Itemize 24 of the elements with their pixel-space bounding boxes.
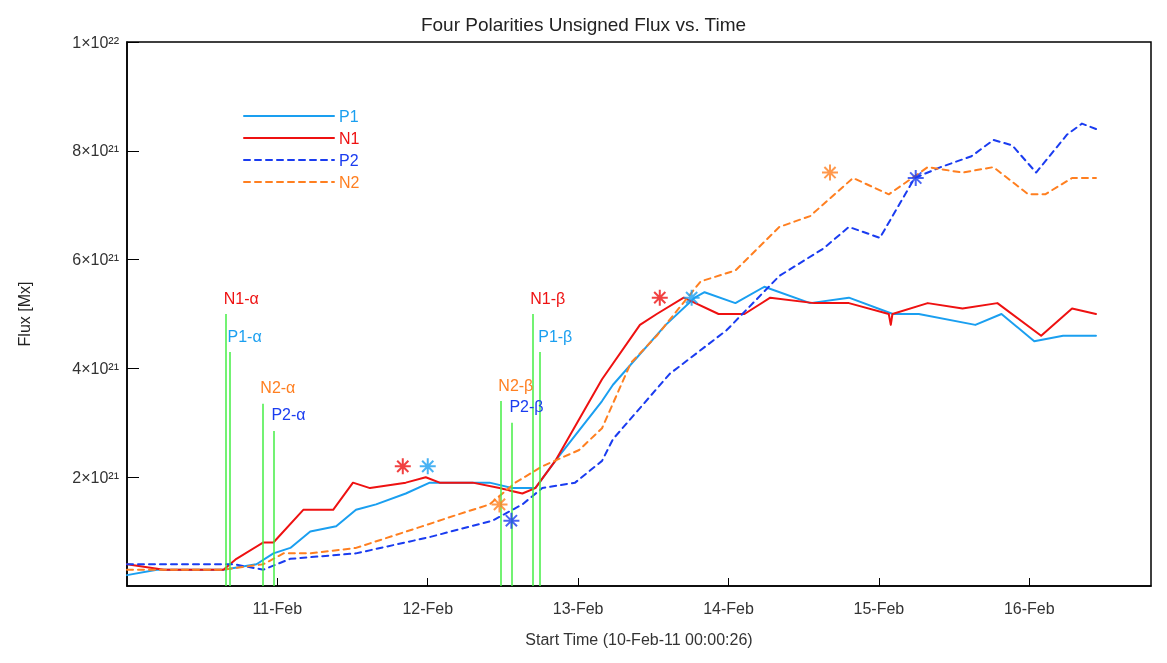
ref-line-label: N1-α bbox=[223, 289, 259, 307]
y-tick-label: 6×10²¹ bbox=[72, 251, 119, 269]
y-tick-label: 4×10²¹ bbox=[72, 359, 119, 377]
x-tick-label: 11-Feb bbox=[252, 599, 303, 617]
y-tick-label: 2×10²¹ bbox=[72, 468, 119, 486]
y-tick-label: 1×10²² bbox=[72, 33, 120, 51]
x-axis-title: Start Time (10-Feb-11 00:00:26) bbox=[525, 630, 753, 648]
chart-title: Four Polarities Unsigned Flux vs. Time bbox=[420, 14, 747, 35]
ref-line-label: N1-β bbox=[530, 289, 566, 307]
text: P2 bbox=[339, 151, 359, 169]
ref-line-label: P1-α bbox=[227, 327, 262, 345]
y-axis-title: Flux [Mx] bbox=[15, 281, 33, 347]
ref-line-label: P2-α bbox=[271, 406, 306, 424]
y-tick-label: 8×10²¹ bbox=[72, 142, 119, 160]
ref-line-label: P1-β bbox=[538, 327, 573, 345]
ref-line-label: N2-α bbox=[260, 379, 296, 397]
text: N1 bbox=[339, 129, 360, 147]
x-tick-label: 15-Feb bbox=[853, 599, 905, 617]
text: P1 bbox=[339, 107, 359, 125]
x-tick-label: 12-Feb bbox=[402, 599, 454, 617]
x-tick-label: 14-Feb bbox=[703, 599, 754, 617]
x-tick-label: 16-Feb bbox=[1003, 599, 1055, 617]
x-tick-label: 13-Feb bbox=[552, 599, 604, 617]
text: N2 bbox=[339, 173, 360, 191]
